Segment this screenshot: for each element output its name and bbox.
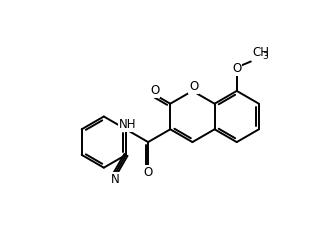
Text: O: O — [143, 166, 153, 179]
Text: 3: 3 — [262, 52, 268, 61]
Text: O: O — [232, 62, 241, 75]
Text: NH: NH — [118, 118, 136, 131]
Text: N: N — [111, 173, 119, 186]
Text: CH: CH — [253, 46, 270, 59]
Text: O: O — [150, 84, 159, 97]
Text: O: O — [189, 80, 198, 93]
